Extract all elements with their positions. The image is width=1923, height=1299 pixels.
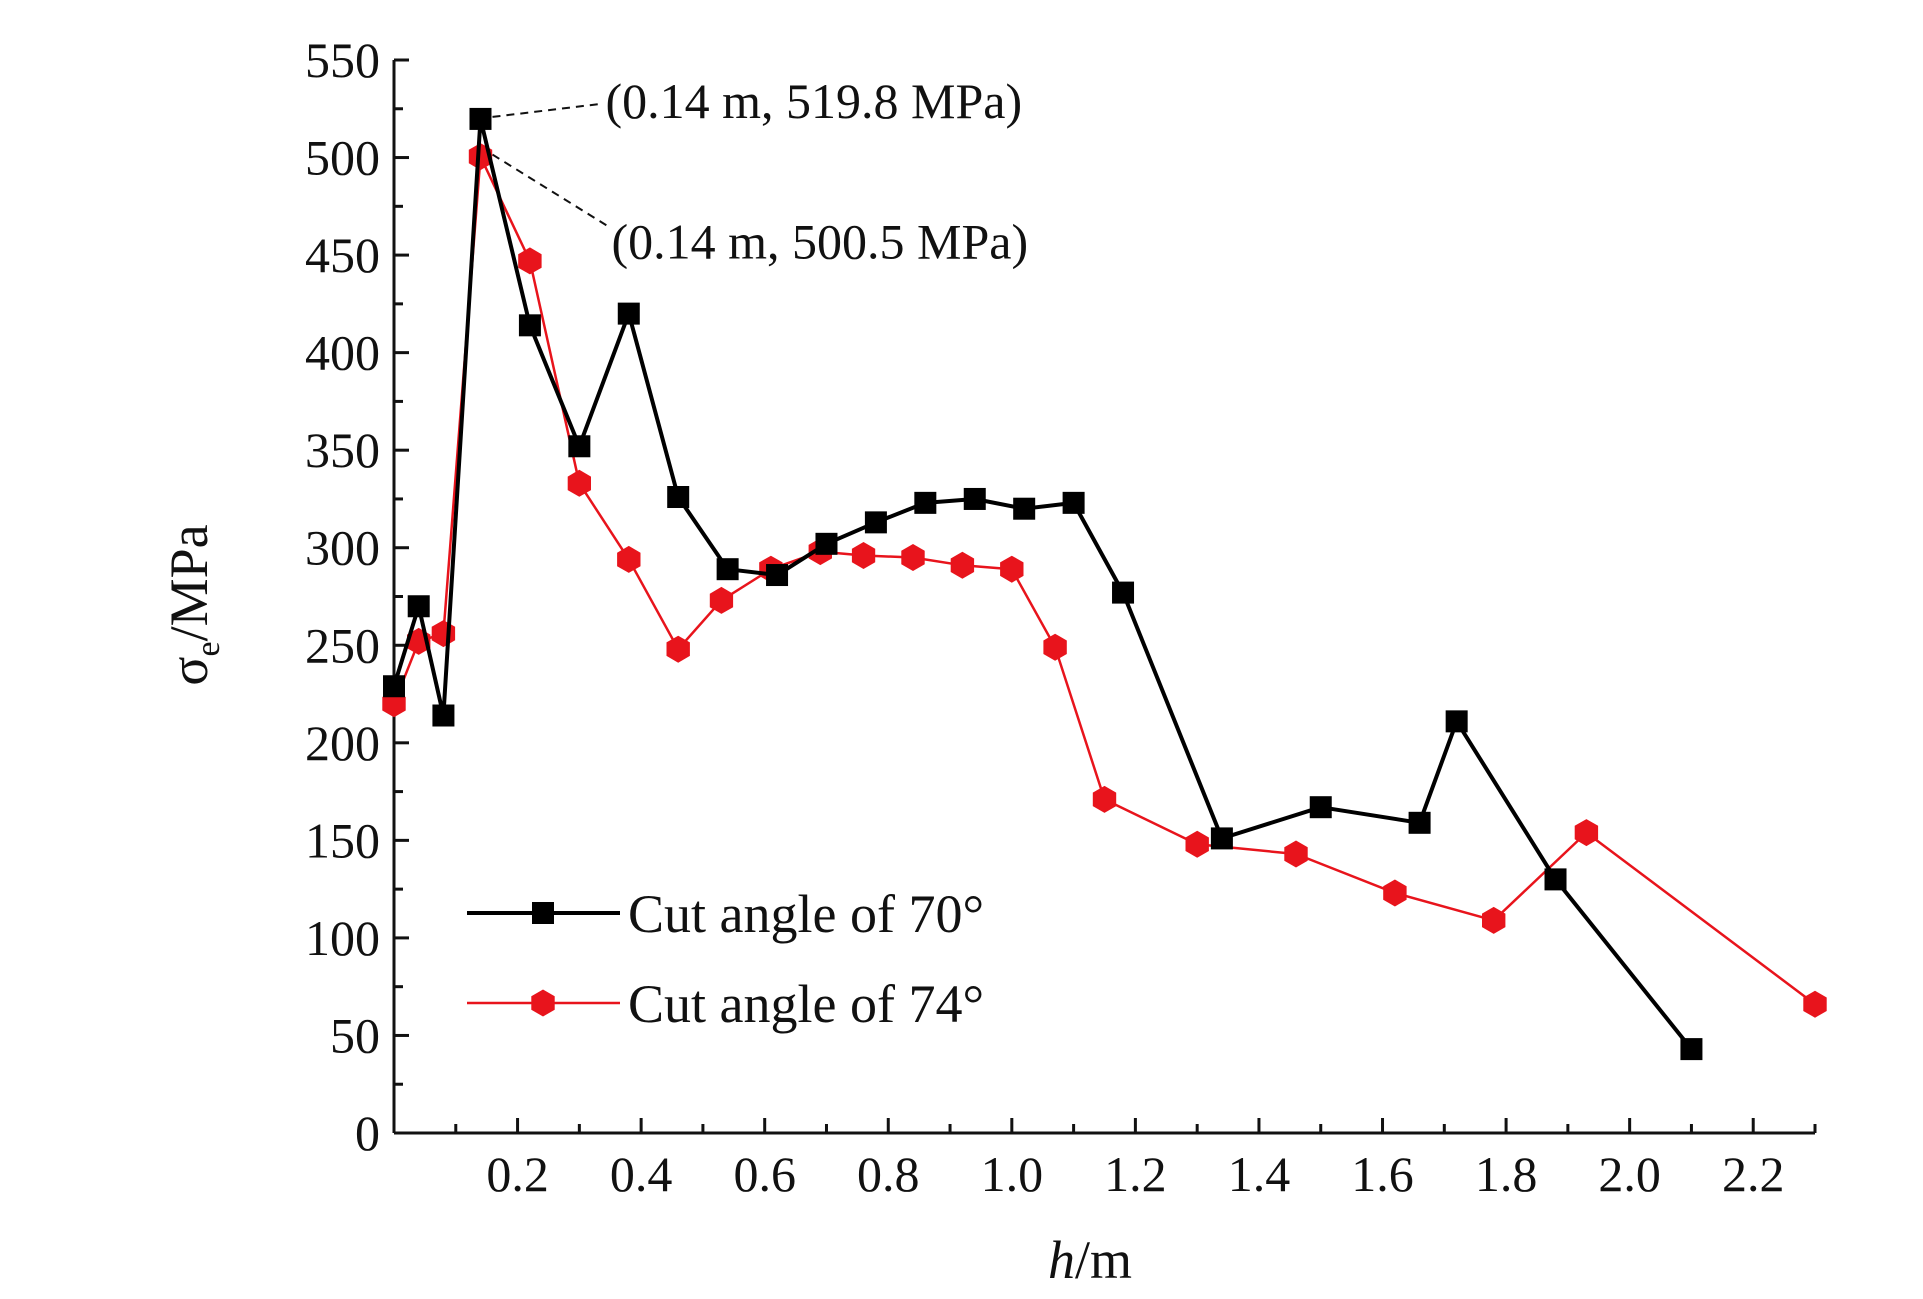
y-tick-label: 300 (305, 520, 380, 576)
y-tick-label: 150 (305, 812, 380, 868)
data-point (1680, 1038, 1703, 1061)
x-tick-label: 1.0 (981, 1146, 1044, 1202)
data-point (1544, 868, 1567, 891)
legend-label: Cut angle of 70° (628, 884, 984, 944)
data-point (1383, 879, 1407, 907)
x-tick-label: 2.2 (1722, 1146, 1785, 1202)
legend-item: Cut angle of 74° (467, 974, 984, 1034)
data-point (432, 704, 455, 727)
x-tick-label: 0.8 (857, 1146, 920, 1202)
series-cut-angle-74 (382, 143, 1827, 1018)
annotation-label: (0.14 m, 519.8 MPa) (605, 73, 1022, 129)
y-tick-label: 400 (305, 325, 380, 381)
x-tick-label: 0.4 (610, 1146, 673, 1202)
y-tick-label: 450 (305, 227, 380, 283)
y-tick-label: 0 (355, 1105, 380, 1161)
data-point (716, 558, 739, 581)
annotation-labels: (0.14 m, 519.8 MPa) (0.14 m, 500.5 MPa) (605, 73, 1028, 270)
series-layer (382, 107, 1827, 1061)
x-axis-title-unit: /m (1075, 1230, 1132, 1290)
legend-marker (531, 989, 555, 1017)
data-point (1000, 555, 1024, 583)
data-point (1482, 906, 1506, 934)
data-point (1408, 811, 1431, 834)
legend: Cut angle of 70° Cut angle of 74° (467, 884, 984, 1034)
x-tick-label: 2.0 (1598, 1146, 1661, 1202)
data-point (1112, 581, 1135, 604)
annotation-label: (0.14 m, 500.5 MPa) (611, 214, 1028, 270)
data-point (666, 635, 690, 663)
data-point (709, 586, 734, 614)
data-point (617, 545, 641, 573)
data-point (431, 620, 456, 648)
data-point (1309, 796, 1332, 819)
x-tick-label: 1.2 (1104, 1146, 1167, 1202)
data-point (766, 564, 789, 587)
data-point (568, 435, 591, 458)
y-axis-title: σe/MPa (159, 524, 227, 685)
annotation-leader-line (491, 153, 610, 228)
annotation-leaders (491, 102, 610, 228)
y-tick-label: 550 (305, 32, 380, 88)
data-point (567, 469, 591, 497)
y-axis-title-symbol: σ (159, 657, 219, 686)
series-line (392, 155, 1816, 1006)
axes (392, 60, 1815, 1135)
legend-item: Cut angle of 70° (467, 884, 984, 944)
data-point (1013, 497, 1036, 520)
annotation-leader-line (492, 102, 601, 118)
data-point (617, 302, 640, 325)
x-tick-label: 1.8 (1475, 1146, 1538, 1202)
data-point (864, 511, 887, 534)
data-point (1092, 785, 1117, 813)
data-point (518, 247, 542, 275)
y-tick-label: 350 (305, 422, 380, 478)
data-point (469, 107, 492, 130)
x-axis-title: h/m (1048, 1230, 1132, 1290)
series-cut-angle-70 (383, 107, 1703, 1061)
x-tick-label: 1.4 (1228, 1146, 1291, 1202)
y-tick-label: 100 (305, 910, 380, 966)
data-point (1185, 830, 1209, 858)
axis-ticks: 0 50 100 150 200 250 300 350 400 450 500 550 0.2 0.4 0… (305, 32, 1817, 1202)
data-point (963, 487, 986, 510)
data-point (851, 542, 876, 569)
y-tick-label: 500 (305, 130, 380, 186)
y-tick-label: 250 (305, 617, 380, 673)
y-axis-title-subscript: e (190, 641, 227, 656)
x-axis-title-variable: h (1048, 1230, 1075, 1290)
data-point (1043, 633, 1067, 661)
data-point (914, 491, 937, 514)
data-point (1062, 491, 1085, 514)
data-point (407, 595, 430, 618)
data-point (1803, 990, 1827, 1018)
data-point (1574, 819, 1599, 847)
y-tick-label: 200 (305, 715, 380, 771)
data-point (1210, 827, 1233, 850)
data-point (667, 486, 690, 509)
data-point (901, 544, 925, 571)
legend-marker (532, 902, 554, 924)
data-point (815, 532, 838, 555)
y-axis-title-unit: /MPa (159, 524, 219, 641)
data-point (383, 675, 405, 698)
data-point (1284, 840, 1308, 868)
x-tick-label: 1.6 (1351, 1146, 1414, 1202)
y-tick-label: 50 (330, 1007, 380, 1063)
data-point (1445, 710, 1468, 733)
data-point (950, 551, 975, 579)
data-point (518, 314, 541, 337)
legend-label: Cut angle of 74° (628, 974, 984, 1034)
x-tick-label: 0.2 (486, 1146, 549, 1202)
x-tick-label: 0.6 (733, 1146, 796, 1202)
